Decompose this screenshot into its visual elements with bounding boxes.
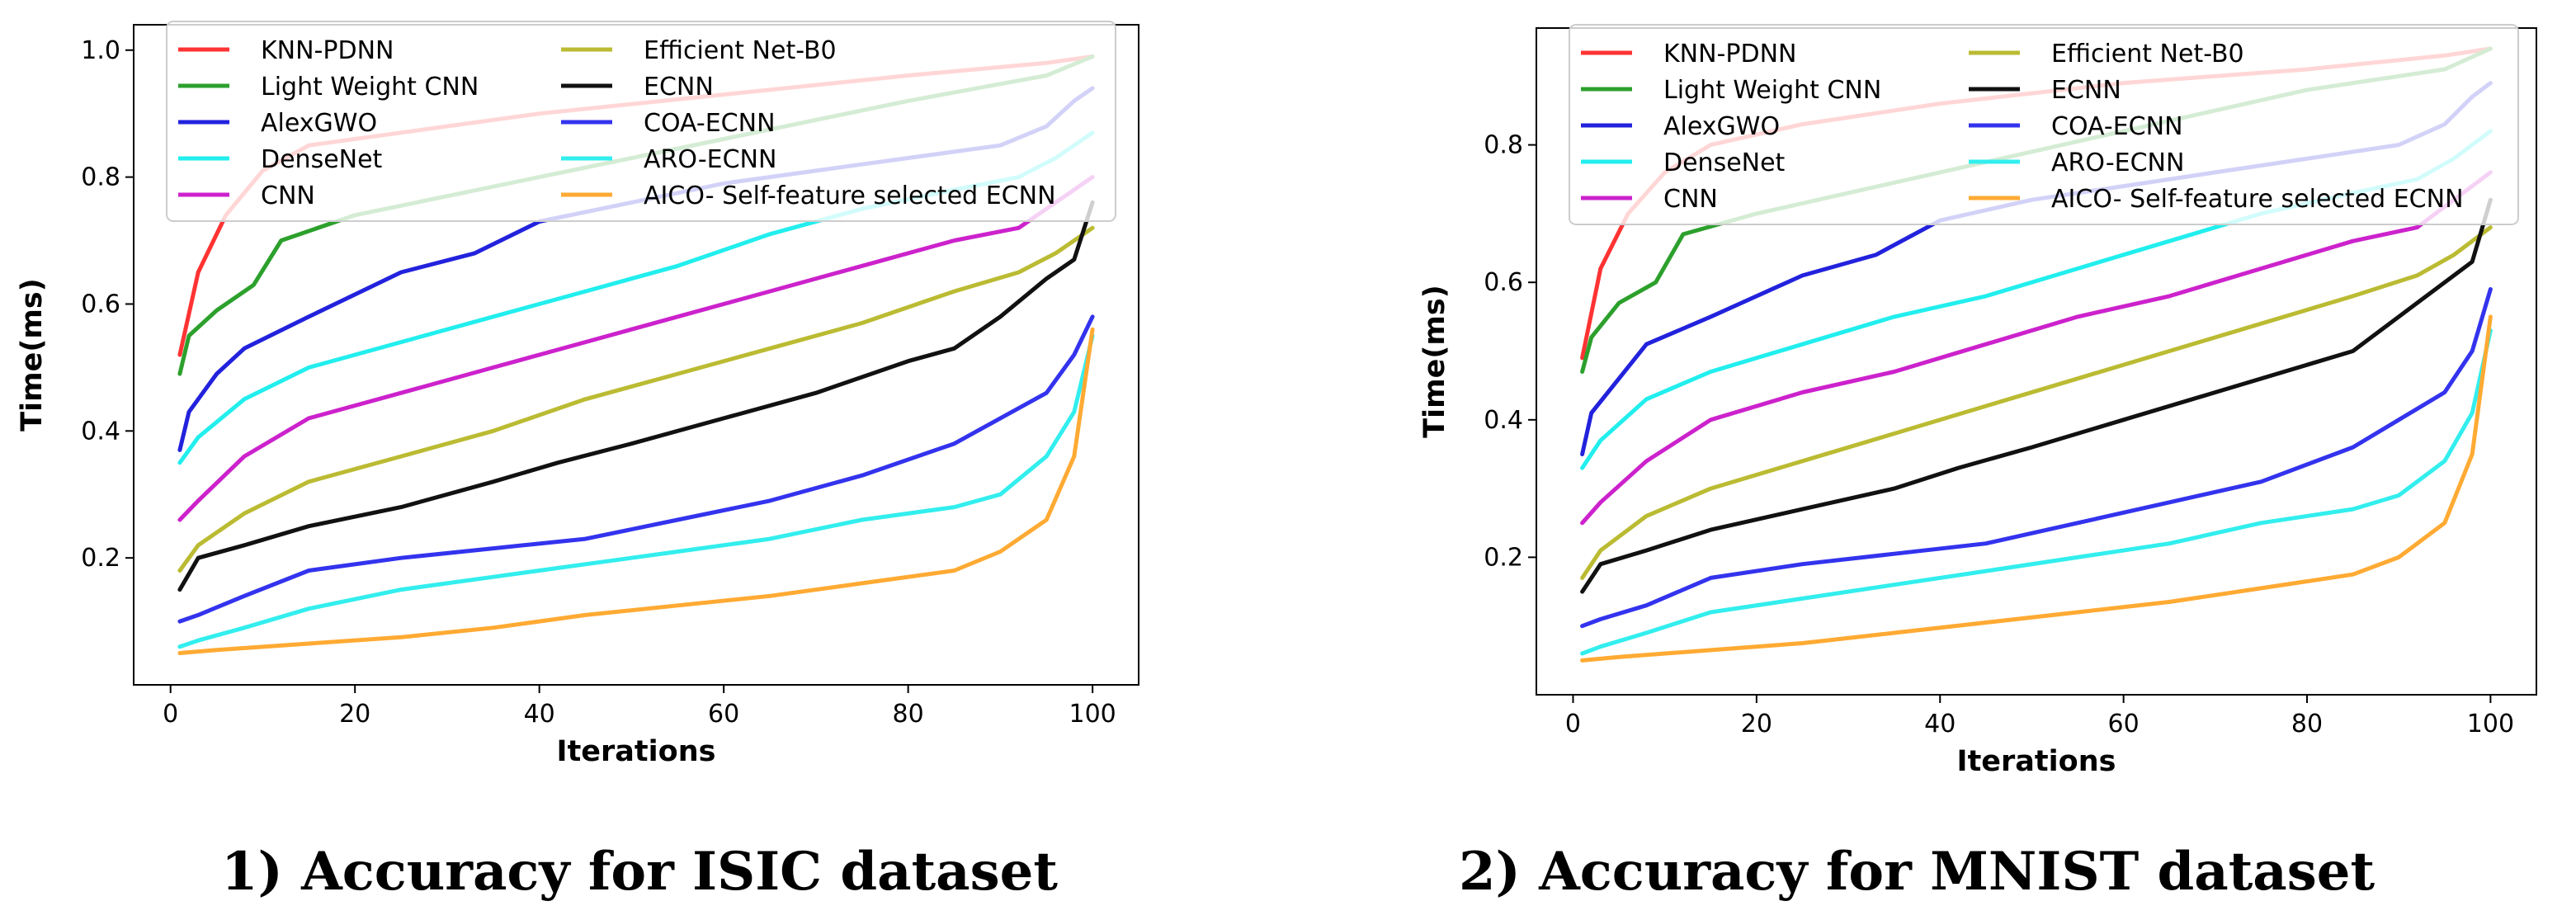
legend-label-coa-ecnn: COA-ECNN <box>2051 112 2183 141</box>
y-tick-label: 0.4 <box>1484 406 1523 435</box>
series-line-coa-ecnn <box>1580 287 2493 629</box>
y-tick-label: 0.8 <box>1484 131 1523 160</box>
x-tick-label: 40 <box>1924 710 1956 738</box>
series-line-cnn <box>1580 170 2493 526</box>
series-line-cnn <box>177 175 1095 522</box>
caption-isic: 1) Accuracy for ISIC dataset <box>221 841 1058 903</box>
legend-label-light-weight-cnn: Light Weight CNN <box>1663 76 1881 105</box>
legend-label-ecnn: ECNN <box>2051 76 2121 105</box>
y-tick-label: 0.4 <box>81 417 120 446</box>
x-tick-label: 20 <box>1741 710 1772 738</box>
legend-label-knn-pdnn: KNN-PDNN <box>261 36 394 65</box>
legend-label-efficient-net-b0: Efficient Net-B0 <box>644 36 837 65</box>
x-tick-label: 20 <box>339 700 370 729</box>
y-axis-label: Time(ms) <box>1418 285 1451 437</box>
legend-box <box>1569 24 2519 225</box>
series-line-efficient-net-b0 <box>177 225 1095 573</box>
legend-box <box>166 21 1116 222</box>
legend-label-aico-self-feature-selected-ecnn: AICO- Self-feature selected ECNN <box>2051 185 2464 214</box>
series-line-ecnn <box>177 200 1095 592</box>
series-line-ecnn <box>1580 197 2493 594</box>
y-tick-label: 0.6 <box>1484 268 1523 297</box>
x-tick-label: 0 <box>1565 710 1581 738</box>
x-tick-label: 60 <box>708 700 739 729</box>
legend-label-cnn: CNN <box>1663 185 1718 214</box>
x-tick-label: 80 <box>2291 710 2323 738</box>
series-line-aico-self-feature-selected-ecnn <box>1580 314 2493 663</box>
legend-label-light-weight-cnn: Light Weight CNN <box>261 73 479 101</box>
x-tick-label: 40 <box>524 700 555 729</box>
chart-mnist: 0 20 40 60 80 100 0.2 0.4 0.6 0.8 Iterations Time(m… <box>1418 24 2537 778</box>
chart-isic: 0 20 40 60 80 100 0.2 0.4 0.6 0.8 1.0 Iterations Tim… <box>16 21 1139 768</box>
x-axis-label: Iterations <box>1957 745 2116 778</box>
y-tick-label: 1.0 <box>81 36 120 65</box>
series-line-efficient-net-b0 <box>1580 225 2493 580</box>
x-tick-label: 80 <box>893 700 924 729</box>
legend-label-aro-ecnn: ARO-ECNN <box>644 145 776 174</box>
y-tick-label: 0.2 <box>1484 543 1523 572</box>
legend-label-knn-pdnn: KNN-PDNN <box>1663 40 1796 68</box>
legend-label-coa-ecnn: COA-ECNN <box>644 109 776 138</box>
legend-label-alexgwo: AlexGWO <box>1663 112 1780 141</box>
y-axis-label: Time(ms) <box>16 278 49 431</box>
legend-label-efficient-net-b0: Efficient Net-B0 <box>2051 40 2244 68</box>
legend-label-cnn: CNN <box>261 182 315 210</box>
y-tick-label: 0.6 <box>81 290 120 318</box>
x-axis-label: Iterations <box>557 735 716 768</box>
y-tick-label: 0.8 <box>81 163 120 192</box>
series-line-coa-ecnn <box>177 314 1095 624</box>
y-tick-label: 0.2 <box>81 544 120 573</box>
x-tick-label: 0 <box>163 700 178 729</box>
series-line-aico-self-feature-selected-ecnn <box>177 327 1095 655</box>
series-line-aro-ecnn <box>177 333 1095 649</box>
legend-label-densenet: DenseNet <box>261 145 383 174</box>
caption-mnist: 2) Accuracy for MNIST dataset <box>1459 841 2375 903</box>
legend-label-aico-self-feature-selected-ecnn: AICO- Self-feature selected ECNN <box>644 182 1056 210</box>
x-tick-label: 60 <box>2108 710 2140 738</box>
x-tick-label: 100 <box>1069 700 1116 729</box>
legend-label-densenet: DenseNet <box>1663 149 1786 177</box>
legend-label-ecnn: ECNN <box>644 73 714 101</box>
series-line-aro-ecnn <box>1580 328 2493 656</box>
legend-label-aro-ecnn: ARO-ECNN <box>2051 149 2184 177</box>
legend-label-alexgwo: AlexGWO <box>261 109 377 138</box>
x-tick-label: 100 <box>2467 710 2514 738</box>
